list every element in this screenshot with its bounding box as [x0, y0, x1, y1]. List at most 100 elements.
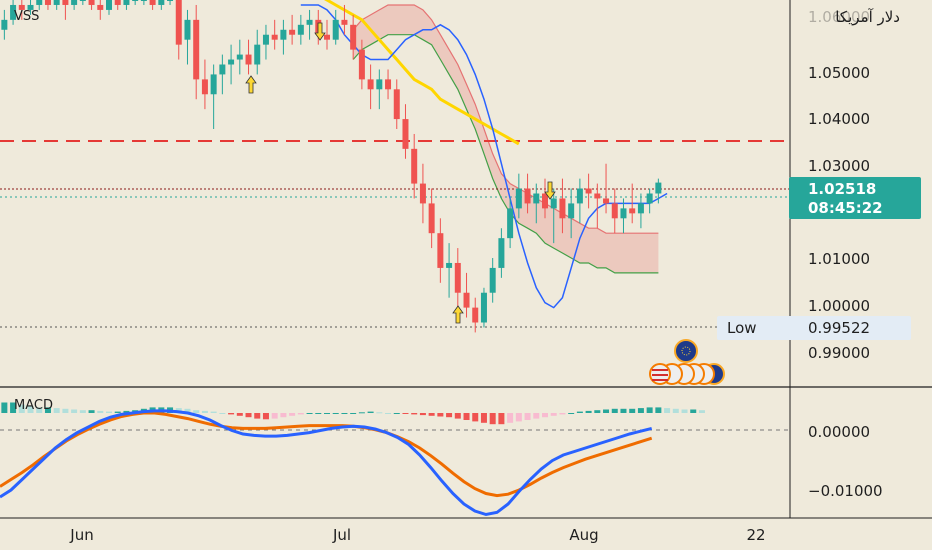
- histogram-bar: [437, 413, 444, 417]
- candle-body: [472, 307, 479, 323]
- histogram-bar: [411, 413, 418, 415]
- histogram-bar: [254, 413, 261, 419]
- histogram-bar: [341, 413, 348, 414]
- histogram-bar: [498, 413, 505, 425]
- histogram-bar: [53, 408, 60, 413]
- histogram-bar: [297, 413, 304, 415]
- eu-flag-icon[interactable]: [674, 339, 698, 363]
- histogram-bar: [611, 408, 618, 413]
- histogram-bar: [236, 413, 243, 416]
- histogram-bar: [44, 407, 51, 413]
- candle-body: [149, 0, 156, 5]
- candle-body: [262, 34, 269, 45]
- histogram-bar: [228, 413, 235, 415]
- candle-body: [454, 262, 461, 293]
- buy-arrow-icon: [452, 305, 464, 324]
- candle-body: [637, 203, 644, 214]
- time-tick: Aug: [569, 526, 598, 544]
- ma-yellow-line: [323, 0, 520, 146]
- price-tick: 1.01000: [808, 250, 870, 268]
- candle-body: [419, 183, 426, 204]
- economic-event-icons[interactable]: [649, 339, 725, 385]
- candle-body: [437, 233, 444, 268]
- candlesticks[interactable]: [1, 0, 662, 333]
- histogram-bar: [603, 409, 610, 413]
- histogram-bar: [315, 413, 322, 414]
- candle-body: [175, 0, 182, 45]
- candle-body: [106, 0, 112, 10]
- candle-body: [254, 44, 261, 65]
- candle-body: [332, 19, 339, 40]
- histogram-bar: [123, 410, 130, 413]
- candle-body: [620, 208, 627, 219]
- histogram-bar: [664, 408, 671, 413]
- histogram-bar: [201, 410, 208, 413]
- histogram-bar: [324, 413, 330, 414]
- candle-body: [350, 24, 357, 50]
- histogram-bar: [454, 413, 461, 419]
- histogram-bar: [402, 413, 409, 414]
- histogram-bar: [376, 412, 383, 414]
- histogram-bar: [79, 410, 86, 413]
- candle-body: [280, 29, 287, 40]
- low-badge: [717, 316, 911, 340]
- histogram-bar: [385, 413, 392, 414]
- low-label: Low: [727, 319, 757, 337]
- candle-body: [245, 54, 252, 65]
- candle-body: [498, 238, 505, 268]
- histogram-bar: [332, 413, 339, 414]
- time-tick: Jul: [332, 526, 351, 544]
- candle-body: [289, 29, 296, 35]
- histogram-bar: [280, 413, 287, 418]
- buy-arrow-icon: [245, 75, 257, 94]
- histogram-bar: [367, 411, 374, 413]
- candle-body: [585, 188, 592, 194]
- macd-axis[interactable]: 0.00000 −0.01000: [808, 423, 883, 500]
- price-axis[interactable]: 1.06000 1.05000 1.04000 1.03000 1.01000 …: [808, 8, 870, 362]
- time-axis[interactable]: Jun Jul Aug 22: [69, 526, 765, 544]
- macd-label: MACD: [14, 398, 53, 413]
- histogram-bar: [289, 413, 296, 416]
- histogram-bar: [576, 411, 583, 413]
- candle-body: [79, 0, 86, 1]
- candle-body: [158, 0, 165, 5]
- indicator-corner-label: VSS: [14, 9, 39, 24]
- histogram-bar: [71, 409, 78, 413]
- histogram-bar: [350, 413, 357, 414]
- histogram-bar: [698, 410, 705, 413]
- price-tick: 1.05000: [808, 64, 870, 82]
- candle-body: [62, 0, 69, 5]
- candle-body: [10, 4, 17, 20]
- candle-body: [306, 19, 313, 25]
- macd-line: [0, 409, 653, 517]
- candle-body: [193, 19, 200, 80]
- histogram-bar: [620, 408, 627, 413]
- histogram-bar: [114, 411, 121, 413]
- histogram-bar: [10, 402, 17, 413]
- candle-body: [44, 0, 51, 5]
- histogram-bar: [184, 408, 191, 413]
- candle-body: [646, 193, 653, 204]
- current-price-value: 1.02518: [808, 180, 876, 198]
- ribbon-fill: [353, 5, 659, 273]
- candle-body: [228, 59, 235, 65]
- candle-body: [568, 203, 575, 219]
- candle-body: [88, 0, 95, 5]
- histogram-bar: [507, 413, 514, 423]
- histogram-bar: [637, 408, 644, 413]
- candle-body: [367, 79, 374, 90]
- candle-body: [341, 19, 348, 25]
- price-tick: 0.99000: [808, 344, 870, 362]
- candle-body: [489, 267, 496, 293]
- bar-countdown: 08:45:22: [808, 199, 883, 217]
- histogram-bar: [36, 407, 43, 413]
- time-tick: 22: [746, 526, 765, 544]
- histogram-bar: [515, 413, 522, 422]
- candle-body: [324, 34, 330, 40]
- price-tick: 1.00000: [808, 297, 870, 315]
- histogram-bar: [97, 410, 104, 413]
- candle-body: [533, 193, 540, 204]
- histogram-bar: [542, 413, 548, 418]
- candle-body: [559, 198, 566, 219]
